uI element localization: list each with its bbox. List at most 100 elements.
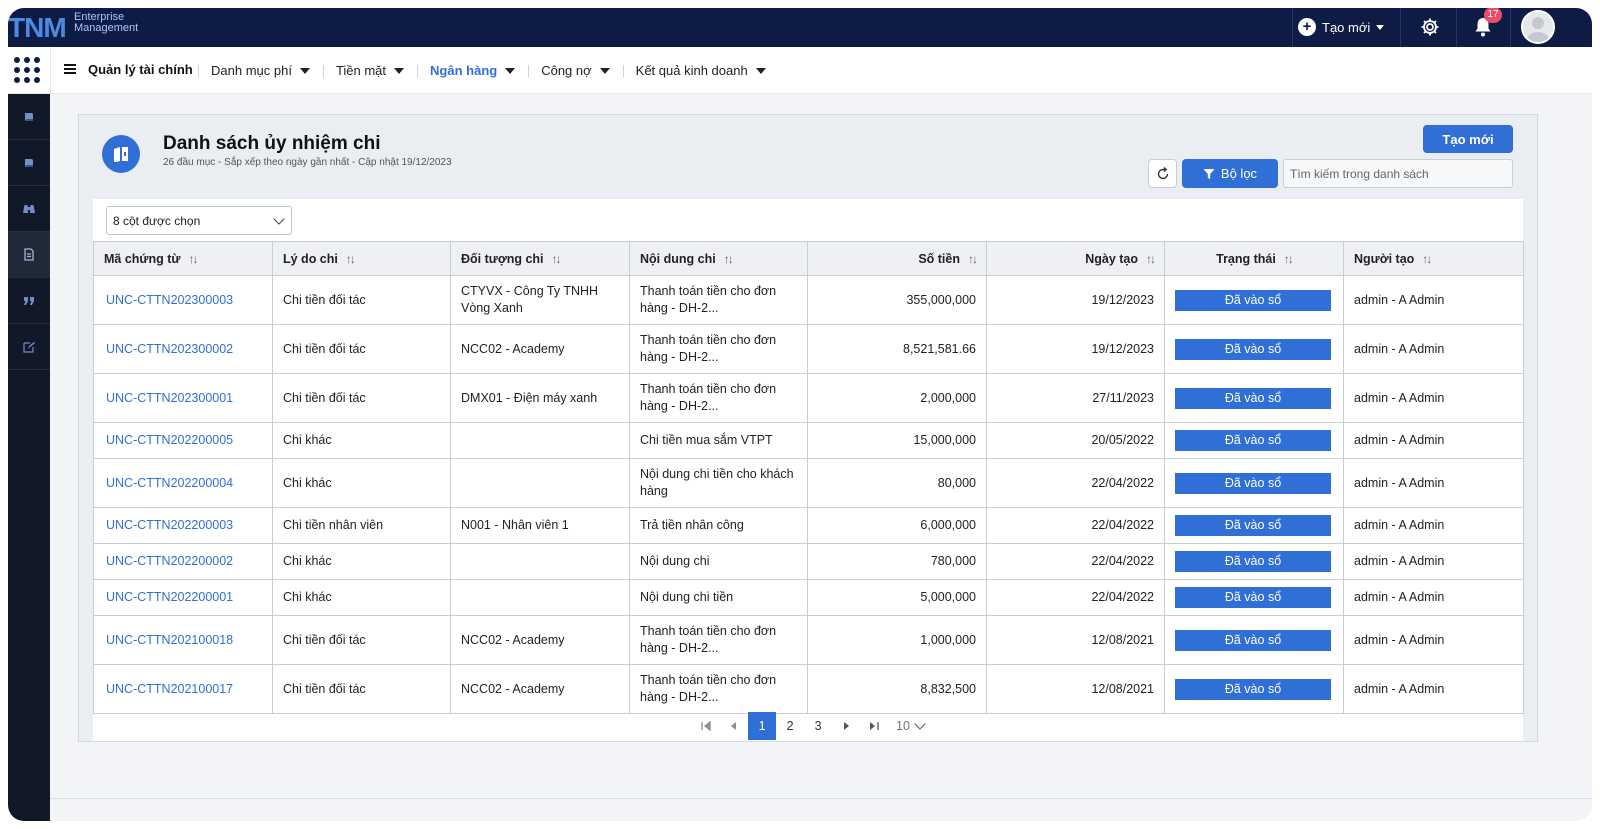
caret-down-icon: [505, 67, 516, 74]
creator-cell: admin - A Admin: [1343, 275, 1524, 325]
sidebar-item-quote[interactable]: [8, 278, 50, 324]
column-header-reason[interactable]: Lý do chi ↑↓: [272, 241, 451, 276]
content-cell: Thanh toán tiền cho đơn hàng - DH-2...: [629, 275, 808, 325]
table-row[interactable]: UNC-CTTN202100018 Chi tiền đối tác NCC02 -…: [93, 615, 1524, 665]
page-2[interactable]: 2: [786, 719, 794, 733]
search-input[interactable]: [1283, 159, 1513, 188]
brand-subtitle: Enterprise Management: [74, 12, 138, 34]
hamburger-menu-icon[interactable]: [64, 64, 76, 74]
menu-item-cong-no[interactable]: Công nợ: [528, 63, 622, 78]
sort-icon[interactable]: ↑↓: [1422, 251, 1432, 266]
caret-down-icon: [299, 67, 310, 74]
table-row[interactable]: UNC-CTTN202300001 Chi tiền đối tác DMX01 -…: [93, 373, 1524, 423]
status-badge: Đã vào sổ: [1175, 629, 1331, 651]
last-page-icon[interactable]: [860, 712, 888, 740]
divider: [1456, 8, 1457, 47]
sidebar-item-binoculars[interactable]: [8, 186, 50, 232]
filter-button[interactable]: Bộ lọc: [1182, 159, 1278, 188]
brand-logo[interactable]: TNM: [8, 12, 67, 43]
payment-order-table: Mã chứng từ ↑↓ Lý do chi ↑↓ Đối tượng chi ↑…: [93, 241, 1524, 714]
amount-cell: 2,000,000: [807, 373, 987, 423]
date-cell: 22/04/2022: [986, 507, 1165, 544]
page-1[interactable]: 1: [748, 712, 777, 740]
page-3[interactable]: 3: [814, 719, 822, 733]
refresh-button[interactable]: [1148, 159, 1177, 188]
column-select-dropdown[interactable]: 8 cột được chọn: [106, 206, 292, 235]
voucher-code-link[interactable]: UNC-CTTN202200001: [93, 579, 273, 616]
sidebar-item-book-2[interactable]: [8, 140, 50, 186]
reason-cell: Chi khác: [272, 422, 451, 459]
reason-cell: Chi khác: [272, 543, 451, 580]
table-row[interactable]: UNC-CTTN202200002 Chi khác Nội dung chi 780…: [93, 543, 1524, 580]
sidebar-item-book[interactable]: [8, 94, 50, 140]
brand-subtitle-line1: Enterprise: [74, 11, 125, 23]
voucher-code-link[interactable]: UNC-CTTN202200005: [93, 422, 273, 459]
menu-item-label: Ngân hàng: [430, 63, 498, 78]
settings-gear-icon[interactable]: [1417, 14, 1443, 40]
column-header-content[interactable]: Nội dung chi ↑↓: [629, 241, 808, 276]
column-select-value: 8 cột được chọn: [113, 213, 201, 228]
menu-item-danh-muc-phi[interactable]: Danh mục phí: [198, 63, 323, 78]
voucher-code-link[interactable]: UNC-CTTN202200002: [93, 543, 273, 580]
voucher-code-link[interactable]: UNC-CTTN202300001: [93, 373, 273, 423]
sort-icon[interactable]: ↑↓: [1283, 251, 1294, 266]
prev-page-icon[interactable]: [720, 712, 748, 740]
column-header-target[interactable]: Đối tượng chi ↑↓: [450, 241, 630, 276]
sort-icon[interactable]: ↑↓: [1146, 251, 1156, 266]
content-cell: Nội dung chi: [629, 543, 808, 580]
voucher-code-link[interactable]: UNC-CTTN202200003: [93, 507, 273, 544]
status-cell: Đã vào sổ: [1164, 422, 1344, 459]
column-header-amount[interactable]: Số tiền ↑↓: [807, 241, 987, 276]
table-row[interactable]: UNC-CTTN202200003 Chi tiền nhân viên N001 …: [93, 507, 1524, 544]
voucher-code-link[interactable]: UNC-CTTN202200004: [93, 458, 273, 508]
column-header-date[interactable]: Ngày tạo ↑↓: [986, 241, 1165, 276]
reason-cell: Chi khác: [272, 458, 451, 508]
voucher-code-link[interactable]: UNC-CTTN202300003: [93, 275, 273, 325]
table-row[interactable]: UNC-CTTN202200005 Chi khác Chi tiền mua sắ…: [93, 422, 1524, 459]
table-row[interactable]: UNC-CTTN202100017 Chi tiền đối tác NCC02 -…: [93, 664, 1524, 714]
status-cell: Đã vào sổ: [1164, 507, 1344, 544]
menu-item-ngan-hang[interactable]: Ngân hàng: [417, 63, 528, 78]
sort-icon[interactable]: ↑↓: [345, 251, 356, 266]
sort-icon[interactable]: ↑↓: [968, 251, 978, 266]
divider: [50, 47, 51, 94]
user-avatar[interactable]: [1521, 10, 1555, 44]
caret-down-icon: [394, 67, 405, 74]
table-row[interactable]: UNC-CTTN202300002 Chi tiền đối tác NCC02 -…: [93, 324, 1524, 374]
sort-icon[interactable]: ↑↓: [723, 251, 734, 266]
voucher-code-link[interactable]: UNC-CTTN202300002: [93, 324, 273, 374]
voucher-code-link[interactable]: UNC-CTTN202100017: [93, 664, 273, 714]
module-title: Quản lý tài chính: [88, 62, 193, 77]
table-row[interactable]: UNC-CTTN202200004 Chi khác Nội dung chi ti…: [93, 458, 1524, 508]
filter-button-label: Bộ lọc: [1220, 166, 1258, 181]
next-page-icon[interactable]: [832, 712, 860, 740]
status-cell: Đã vào sổ: [1164, 458, 1344, 508]
table-body: UNC-CTTN202300003 Chi tiền đối tác CTYVX -…: [93, 275, 1524, 714]
sort-icon[interactable]: ↑↓: [188, 251, 198, 266]
date-cell: 20/05/2022: [986, 422, 1165, 459]
document-icon: [24, 248, 34, 261]
create-new-dropdown[interactable]: + Tạo mới: [1298, 13, 1385, 41]
brand-subtitle-line2: Management: [74, 22, 139, 34]
sort-icon[interactable]: ↑↓: [551, 251, 562, 266]
column-header-code[interactable]: Mã chứng từ ↑↓: [93, 241, 273, 276]
caret-down-icon: [599, 67, 610, 74]
amount-cell: 15,000,000: [807, 422, 987, 459]
table-row[interactable]: UNC-CTTN202300003 Chi tiền đối tác CTYVX -…: [93, 275, 1524, 325]
first-page-icon[interactable]: [692, 712, 720, 740]
sidebar-item-document[interactable]: [8, 232, 50, 278]
quote-icon: [24, 296, 34, 305]
column-header-creator[interactable]: Người tạo ↑↓: [1343, 241, 1524, 276]
menu-item-ket-qua-kinh-doanh[interactable]: Kết quả kinh doanh: [622, 63, 779, 78]
table-row[interactable]: UNC-CTTN202200001 Chi khác Nội dung chi ti…: [93, 579, 1524, 616]
reason-cell: Chi khác: [272, 579, 451, 616]
reason-cell: Chi tiền đối tác: [272, 275, 451, 325]
sidebar-item-edit[interactable]: [8, 324, 50, 370]
create-new-button[interactable]: Tạo mới: [1423, 125, 1513, 153]
page-size-select[interactable]: 10: [896, 718, 926, 733]
payment-order-icon: [102, 135, 140, 173]
voucher-code-link[interactable]: UNC-CTTN202100018: [93, 615, 273, 665]
menu-item-tien-mat[interactable]: Tiền mặt: [322, 63, 417, 78]
app-launcher-icon[interactable]: [14, 57, 40, 83]
column-header-status[interactable]: Trạng thái ↑↓: [1164, 241, 1344, 276]
